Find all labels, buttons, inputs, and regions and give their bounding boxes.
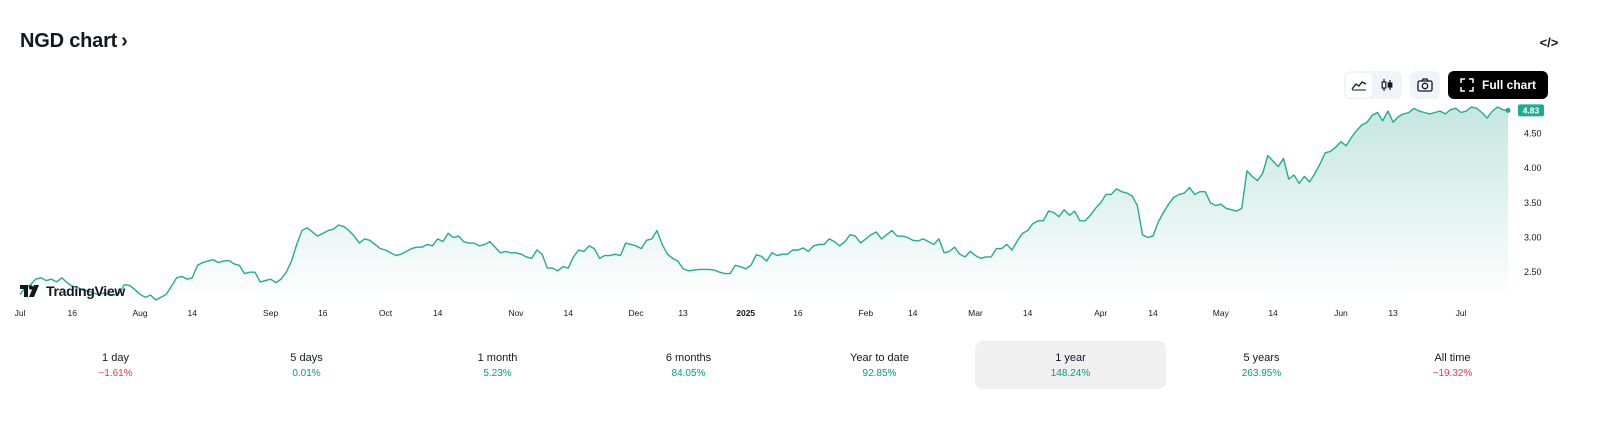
period-change: 5.23%	[483, 367, 512, 379]
period-label: 6 months	[665, 351, 712, 364]
period-label: 1 year	[1055, 351, 1086, 364]
x-tick-label: 16	[318, 308, 328, 318]
period-change: −1.61%	[98, 367, 133, 379]
full-chart-button[interactable]: Full chart	[1447, 71, 1548, 99]
period-tab[interactable]: 5 days 0.01%	[211, 341, 402, 389]
x-tick-label: 14	[563, 308, 573, 318]
x-tick-label: Jul	[15, 308, 26, 318]
period-change: 92.85%	[862, 367, 897, 379]
x-tick-label: Sep	[263, 308, 278, 318]
period-tabs: 1 day −1.61% 5 days 0.01% 1 month 5.23% 6 mont…	[20, 341, 1548, 389]
embed-code-icon[interactable]: </>	[1539, 34, 1559, 50]
x-tick-label: Dec	[629, 308, 645, 318]
x-tick-label: 14	[1023, 308, 1033, 318]
last-price-label: 4.83	[1523, 105, 1540, 115]
line-chart-icon	[1351, 81, 1367, 91]
period-change: 0.01%	[292, 367, 321, 379]
x-tick-label: Oct	[379, 308, 393, 318]
page-title: NGD chart	[20, 30, 118, 52]
x-tick-label: Jun	[1334, 308, 1348, 318]
period-tab[interactable]: 1 year 148.24%	[975, 341, 1166, 389]
period-change: 263.95%	[1241, 367, 1282, 379]
period-tab[interactable]: Year to date 92.85%	[784, 341, 975, 389]
period-tab[interactable]: 1 month 5.23%	[402, 341, 593, 389]
period-label: 1 month	[477, 351, 518, 364]
x-tick-label: Aug	[133, 308, 148, 318]
last-price-dot	[1505, 107, 1511, 113]
x-tick-label: 13	[1388, 308, 1398, 318]
period-label: Year to date	[850, 351, 909, 364]
period-change: 84.05%	[671, 367, 706, 379]
period-tab[interactable]: 5 years 263.95%	[1166, 341, 1357, 389]
period-tab[interactable]: 1 day −1.61%	[20, 341, 211, 389]
price-area	[20, 106, 1508, 300]
x-tick-label: 14	[908, 308, 918, 318]
period-tab[interactable]: 6 months 84.05%	[593, 341, 784, 389]
tradingview-logo-text: TradingView	[46, 283, 125, 299]
x-tick-label: 14	[188, 308, 198, 318]
x-tick-label: Apr	[1094, 308, 1107, 318]
snapshot-button[interactable]	[1409, 71, 1440, 99]
candles-chart-button[interactable]	[1374, 73, 1400, 97]
period-tab[interactable]: All time −19.32%	[1357, 341, 1548, 389]
y-tick-label: 3.50	[1524, 198, 1542, 208]
x-tick-label: 14	[1148, 308, 1158, 318]
x-tick-label: Mar	[968, 308, 983, 318]
line-chart-button[interactable]	[1345, 73, 1372, 97]
x-tick-label: 16	[67, 308, 77, 318]
x-tick-label: 14	[433, 308, 443, 318]
x-tick-label: 13	[678, 308, 688, 318]
x-tick-label: Feb	[858, 308, 873, 318]
last-price-tag	[1518, 104, 1544, 117]
period-label: 1 day	[102, 351, 129, 364]
candles-chart-icon	[1381, 79, 1393, 91]
x-tick-label: 2025	[736, 308, 755, 318]
period-change: −19.32%	[1432, 367, 1473, 379]
fullscreen-icon	[1460, 78, 1474, 92]
y-tick-label: 4.00	[1524, 163, 1542, 173]
x-tick-label: 16	[793, 308, 803, 318]
period-label: All time	[1434, 351, 1471, 364]
price-chart[interactable]: 4.50 4.00 3.50 3.00 2.50 Jul 16 Aug 14 Sep 16 Oct 1…	[0, 0, 1600, 330]
camera-icon	[1417, 78, 1433, 92]
tradingview-logo-icon	[20, 285, 39, 297]
full-chart-label: Full chart	[1481, 78, 1536, 92]
y-tick-label: 4.50	[1524, 128, 1542, 138]
chevron-right-icon: ›	[121, 30, 128, 52]
x-tick-label: 14	[1268, 308, 1278, 318]
price-line	[19, 106, 1509, 301]
chart-toolbar: Full chart	[1343, 71, 1548, 99]
y-tick-label: 2.50	[1524, 267, 1542, 277]
y-tick-label: 3.00	[1524, 233, 1542, 243]
period-change: 148.24%	[1050, 367, 1091, 379]
x-tick-label: Nov	[508, 308, 524, 318]
tradingview-logo[interactable]: TradingView	[20, 283, 125, 299]
period-label: 5 days	[290, 351, 323, 364]
x-tick-label: Jul	[1456, 308, 1467, 318]
chart-title-link[interactable]: NGD chart ›	[20, 30, 128, 53]
chart-type-switch	[1343, 71, 1402, 99]
period-label: 5 years	[1243, 351, 1280, 364]
x-tick-label: May	[1213, 308, 1230, 318]
